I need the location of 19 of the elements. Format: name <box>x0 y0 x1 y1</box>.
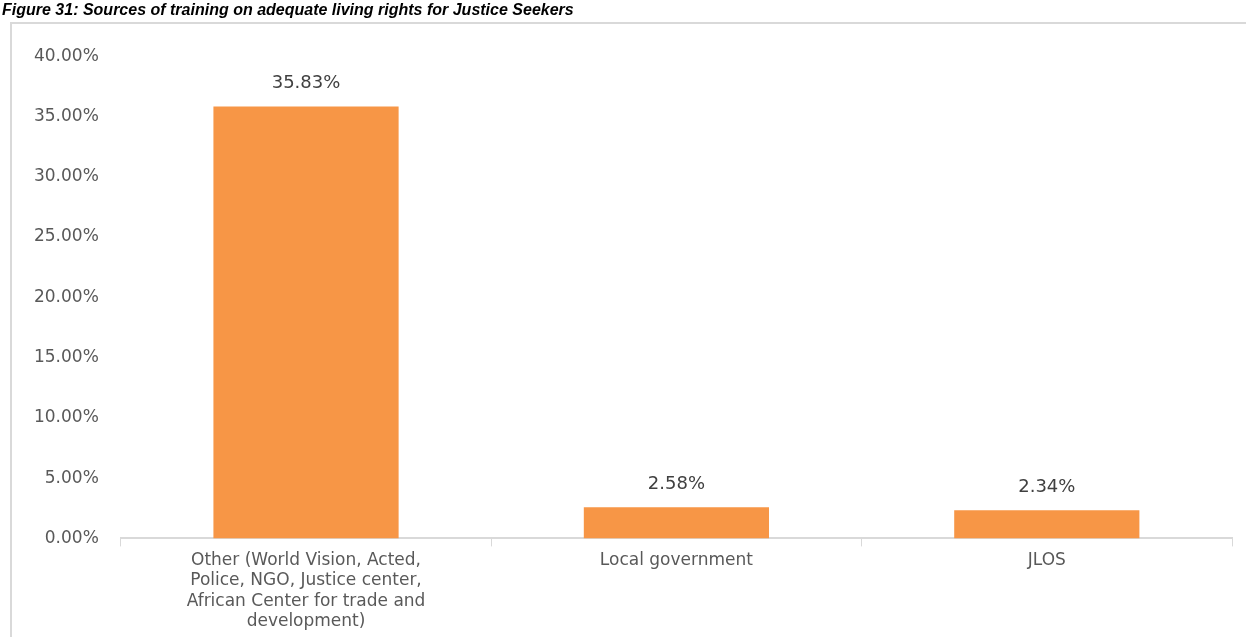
x-tick-label: Other (World Vision, Acted, Police, NGO, Justice center, African Center for trade and development) <box>186 549 426 631</box>
x-tick-label: JLOS <box>1026 549 1066 570</box>
data-label: 2.34% <box>1018 474 1076 496</box>
bar <box>954 510 1140 539</box>
x-tick-label: Local government <box>599 549 754 570</box>
y-tick-label: 35.00% <box>33 104 99 125</box>
y-tick-label: 10.00% <box>33 406 99 427</box>
y-tick-label: 5.00% <box>44 466 99 487</box>
data-label: 2.58% <box>647 471 705 493</box>
bar <box>213 106 399 539</box>
y-tick-label: 20.00% <box>33 285 99 306</box>
bar <box>583 507 770 539</box>
y-tick-label: 25.00% <box>33 225 99 246</box>
data-label: 35.83% <box>271 71 341 93</box>
chart-title: Figure 31: Sources of training on adequate living rights for Justice Seekers <box>1 0 575 20</box>
y-tick-label: 0.00% <box>44 526 99 547</box>
y-tick-label: 30.00% <box>33 165 99 186</box>
y-tick-label: 15.00% <box>33 346 99 366</box>
y-tick-label: 40.00% <box>33 44 99 65</box>
